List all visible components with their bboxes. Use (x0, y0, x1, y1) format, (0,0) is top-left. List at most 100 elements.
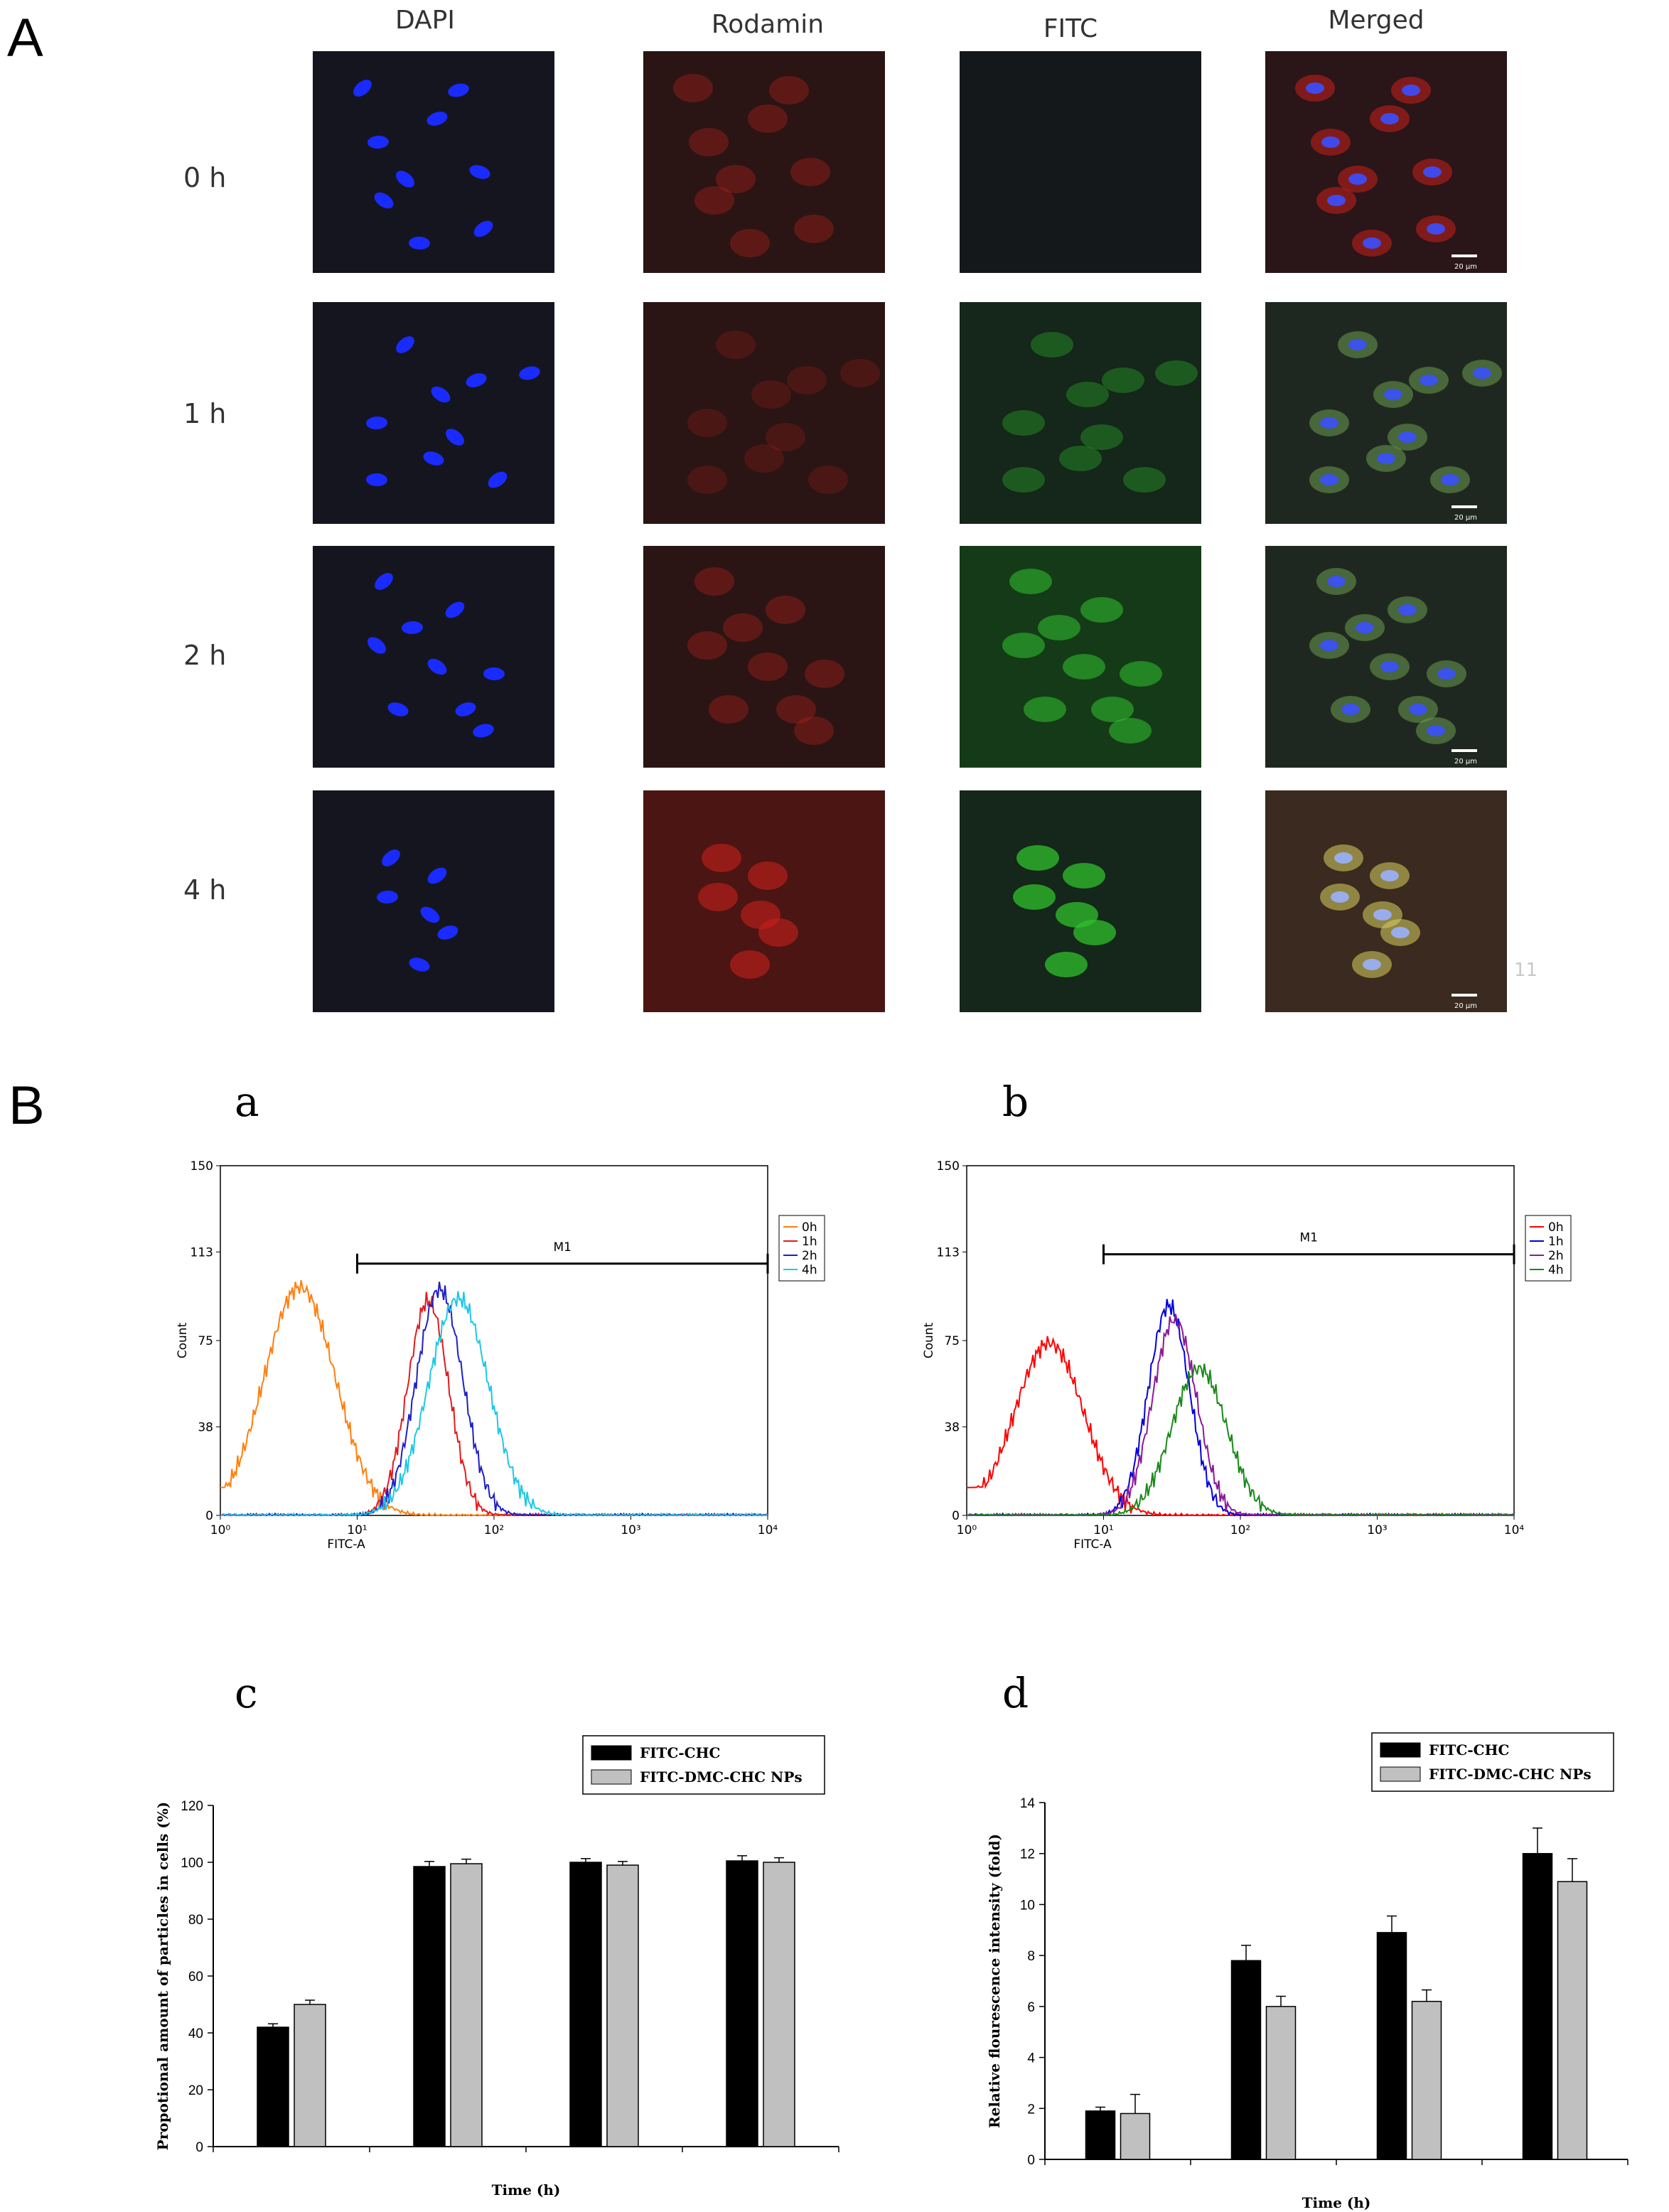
y-tick-label: 0 (195, 2140, 203, 2155)
nucleus (445, 601, 465, 618)
merged-nucleus (1427, 223, 1445, 235)
y-tick-label: 120 (181, 1799, 203, 1814)
nucleus (488, 471, 508, 488)
panel-b-letter: B (9, 1075, 45, 1136)
bar-FITC-CHC-2h (569, 1862, 602, 2147)
rodamin-cell (790, 158, 830, 186)
nucleus (446, 429, 464, 446)
row-header-1h: 1 h (183, 398, 227, 429)
x-tick-label: 10⁴ (758, 1523, 778, 1537)
rodamin-cell (702, 844, 741, 872)
merged-nucleus (1398, 604, 1417, 616)
x-tick-label: 10³ (1367, 1523, 1387, 1537)
merged-nucleus (1384, 389, 1402, 400)
rodamin-cell (769, 76, 809, 104)
rodamin-cell (698, 883, 738, 911)
y-tick-label: 38 (198, 1420, 213, 1434)
rodamin-cell (716, 331, 756, 359)
fitc-cell (1013, 884, 1056, 910)
x-tick-label: 10² (1230, 1523, 1250, 1537)
bar-FITC-CHC-1h (413, 1866, 446, 2147)
y-axis-label: Propotional amount of particles in cells… (154, 1802, 171, 2151)
column-header-rodamin: Rodamin (711, 10, 825, 39)
corner-mark: 11 (1514, 960, 1538, 981)
nucleus (473, 220, 493, 237)
micrograph-fitc-0h (960, 51, 1201, 273)
merged-nucleus (1327, 576, 1346, 587)
micrograph-background (960, 302, 1201, 524)
nucleus (353, 80, 372, 97)
fitc-cell (1073, 920, 1116, 945)
merged-nucleus (1363, 959, 1381, 970)
histogram-series-2h (220, 1282, 768, 1517)
y-tick-label: 6 (1027, 2000, 1035, 2015)
nucleus (519, 366, 540, 380)
micrograph-fitc-2h (960, 546, 1201, 768)
merged-nucleus (1348, 173, 1367, 185)
nucleus (374, 192, 394, 209)
legend-label-FITC-DMC-CHC NPs: FITC-DMC-CHC NPs (640, 1768, 803, 1786)
y-tick-label: 80 (188, 1913, 203, 1928)
nucleus (483, 667, 505, 681)
nucleus (396, 171, 414, 188)
flow-histogram-b: 0 38 75 113 150 10⁰ 10¹ 10² 10³ 10⁴ FITC-A Count M1 0… (922, 1159, 1572, 1552)
x-tick-label: 10³ (621, 1523, 640, 1537)
fitc-cell (1120, 661, 1162, 687)
legend-label-0h: 0h (802, 1220, 817, 1235)
y-tick-label: 60 (188, 1970, 203, 1985)
x-axis-label: Time (h) (492, 2181, 561, 2198)
rodamin-cell (751, 380, 791, 409)
legend-label-4h: 4h (802, 1263, 817, 1277)
rodamin-cell (776, 695, 816, 724)
bar-FITC-DMC-CHC NPs-4h (763, 1862, 795, 2147)
micrograph-background (960, 51, 1201, 273)
nucleus (423, 451, 444, 466)
histogram-series-0h (966, 1336, 1515, 1517)
bar-FITC-CHC-4h (1522, 1852, 1553, 2160)
row-header-4h: 4 h (183, 874, 227, 906)
nucleus (382, 849, 400, 866)
bar-FITC-DMC-CHC NPs-1h (450, 1863, 483, 2147)
histogram-series-1h (220, 1292, 768, 1517)
micrograph-dapi-2h (313, 546, 554, 768)
bar-FITC-CHC-4h (726, 1860, 758, 2147)
y-tick-label: 38 (944, 1420, 960, 1434)
y-tick-label: 100 (181, 1856, 203, 1871)
merged-nucleus (1341, 704, 1360, 715)
rodamin-cell (840, 359, 880, 387)
fitc-cell (1024, 697, 1066, 722)
nucleus (396, 336, 414, 353)
y-axis-label: Count (176, 1322, 190, 1358)
bar-chart-d: 0 2 4 6 8 10 12 14 Time (h) Relative flourescence… (986, 1732, 1628, 2211)
y-tick-label: 150 (190, 1159, 213, 1174)
legend-label-1h: 1h (802, 1235, 817, 1249)
bar-FITC-DMC-CHC NPs-1h (1265, 2006, 1297, 2160)
histogram-series-0h (220, 1279, 768, 1517)
fitc-cell (1091, 697, 1134, 722)
nucleus (420, 906, 440, 923)
x-tick-label: 10⁰ (210, 1523, 231, 1537)
micrograph-rodamin-2h (643, 546, 885, 768)
y-tick-label: 0 (952, 1509, 960, 1523)
rodamin-cell (694, 567, 734, 596)
fitc-cell (1016, 845, 1059, 871)
legend-label-0h: 0h (1548, 1220, 1564, 1235)
rodamin-cell (694, 186, 734, 215)
fitc-cell (1080, 597, 1123, 623)
nucleus (427, 867, 447, 884)
bar-FITC-DMC-CHC NPs-0h (294, 2004, 326, 2147)
micrograph-dapi-0h (313, 51, 554, 273)
scale-bar (1451, 505, 1477, 508)
column-header-fitc: FITC (1043, 14, 1098, 43)
plot-frame (220, 1165, 768, 1516)
micrograph-background (960, 790, 1201, 1012)
legend-label-FITC-CHC: FITC-CHC (640, 1744, 720, 1761)
legend-swatch-FITC-DMC-CHC NPs (591, 1769, 632, 1785)
bar-FITC-CHC-0h (1085, 2110, 1116, 2160)
micrograph-rodamin-4h (643, 790, 885, 1012)
scale-bar (1451, 994, 1477, 997)
merged-nucleus (1356, 622, 1374, 633)
gate-m1-label: M1 (1300, 1231, 1318, 1245)
rodamin-cell (794, 716, 834, 745)
rodamin-cell (748, 104, 788, 133)
